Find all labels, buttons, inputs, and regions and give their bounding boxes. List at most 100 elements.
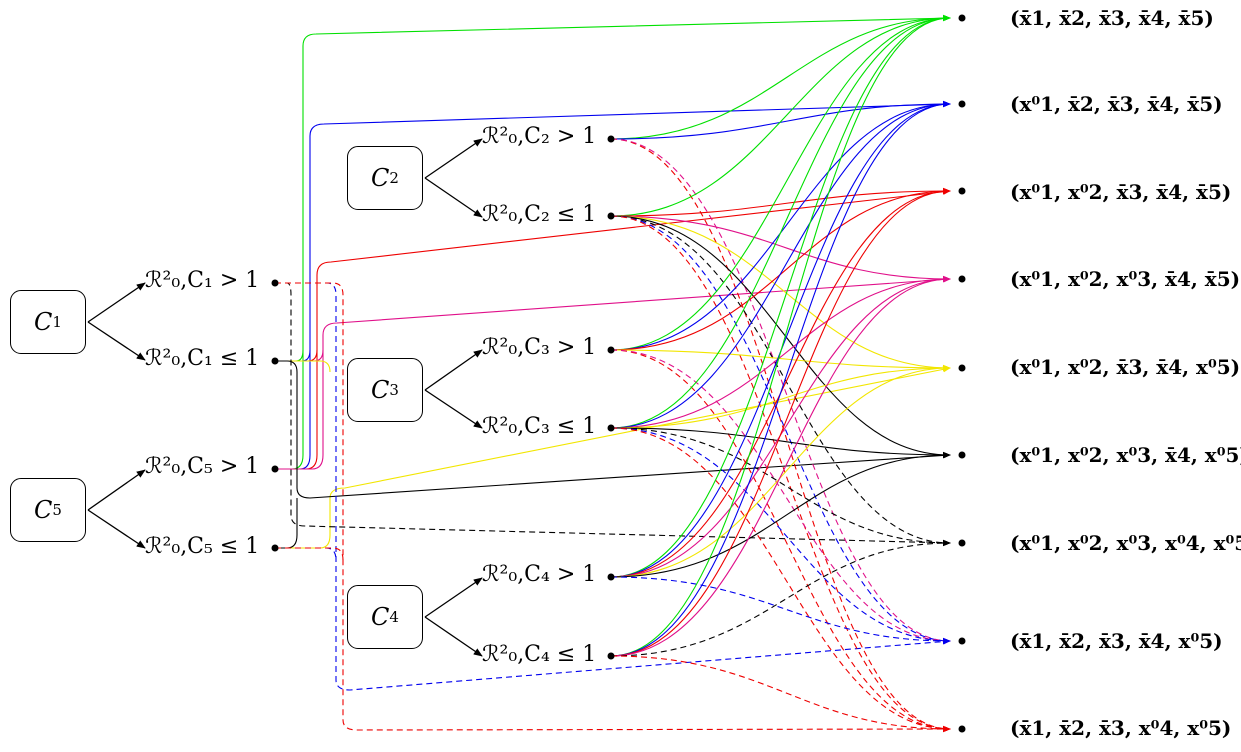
condition-c3-gt: ℛ²₀,C₃ > 1 [482,335,597,360]
edge-c2le-3 [610,215,951,283]
branch-arrow-c2-gt [424,138,483,179]
edge-c2le-6 [610,215,951,547]
state-0: (x̄1, x̄2, x̄3, x̄4, x̄5) [1010,6,1214,30]
source-dot-c3gt [607,346,615,354]
edge-c4le-6 [610,539,951,657]
source-dot-c4gt [607,573,615,581]
compartment-c1-index: 1 [52,313,62,331]
condition-c2-gt: ℛ²₀,C₂ > 1 [482,124,597,149]
source-dot-c1le [271,357,279,365]
edge-yellow-c5 [275,366,951,549]
state-6: (x⁰1, x⁰2, x⁰3, x⁰4, x⁰5) [1010,531,1241,555]
state-4: (x⁰1, x⁰2, x̄3, x̄4, x⁰5) [1010,355,1241,379]
edge-c3gt-1 [610,100,951,351]
compartment-c4-index: 4 [389,608,399,626]
edge-c3le-8 [610,427,951,733]
edge-green-c5 [275,15,951,470]
target-dot-5 [958,451,966,459]
branch-arrow-c1-le [87,321,146,361]
edge-c4gt-2 [610,187,951,578]
compartment-c1-label: C [34,308,53,336]
edge-blue-dashed-c1 [275,282,951,691]
edge-c2le-2 [610,187,951,217]
edge-blue-c5 [275,101,951,470]
edge-black-dashed-c1 [275,282,951,546]
target-dot-6 [958,539,966,547]
edge-c3gt-7 [610,349,951,645]
edge-red-c5 [275,188,951,470]
compartment-c5-index: 5 [52,501,62,519]
branch-arrow-c1-gt [87,282,146,323]
edge-magenta-c5 [275,276,951,470]
state-5: (x⁰1, x⁰2, x⁰3, x̄4, x⁰5) [1010,443,1241,467]
compartment-c3-index: 3 [389,381,399,399]
branch-arrow-c4-le [424,616,483,657]
condition-c2-le: ℛ²₀,C₂ ≤ 1 [482,202,597,227]
source-dot-c1gt [271,279,279,287]
target-dot-7 [958,637,966,645]
edge-blue-c1 [275,349,311,362]
edge-c3le-4 [610,364,951,429]
state-2: (x⁰1, x⁰2, x̄3, x̄4, x̄5) [1010,180,1232,204]
edge-c2gt-0 [610,14,951,140]
state-3: (x⁰1, x⁰2, x⁰3, x̄4, x̄5) [1010,267,1241,291]
condition-c3-le: ℛ²₀,C₃ ≤ 1 [482,414,597,439]
edge-green-c1 [275,349,304,362]
edge-red-dashed-c5 [275,547,344,561]
source-dot-c5gt [271,465,279,473]
edge-c4le-2 [610,187,951,657]
branch-arrow-c5-le [87,509,146,549]
target-dot-1 [958,100,966,108]
edge-c2le-4 [610,215,951,372]
edge-c3gt-4 [610,349,951,372]
edge-c2le-0 [610,14,951,217]
state-1: (x⁰1, x̄2, x̄3, x̄4, x̄5) [1010,92,1223,116]
target-dot-4 [958,364,966,372]
edge-red-dashed-c1 [275,282,951,733]
condition-c4-le: ℛ²₀,C₄ ≤ 1 [482,642,597,667]
edge-c4gt-4 [610,364,951,578]
branch-arrow-c5-gt [87,469,146,511]
condition-c1-gt: ℛ²₀,C₁ > 1 [145,268,260,293]
condition-c4-gt: ℛ²₀,C₄ > 1 [482,562,597,587]
edge-c3le-3 [610,275,951,429]
condition-c1-le: ℛ²₀,C₁ ≤ 1 [145,346,260,371]
edge-c2gt-7 [610,138,951,645]
edge-blue-dashed-c5 [275,547,337,561]
condition-c5-le: ℛ²₀,C₅ ≤ 1 [145,534,260,559]
state-8: (x̄1, x̄2, x̄3, x⁰4, x⁰5) [1010,716,1232,740]
condition-c5-gt: ℛ²₀,C₅ > 1 [145,454,260,479]
source-dot-c4le [607,652,615,660]
target-dot-8 [958,725,966,733]
branch-arrow-c2-le [424,177,483,218]
edge-c3le-5 [610,427,951,459]
edge-c4gt-0 [610,14,951,578]
edge-c4le-8 [610,655,951,733]
target-dot-2 [958,187,966,195]
edge-c4gt-3 [610,275,951,578]
edge-c3le-0 [610,14,951,429]
edge-c3le-1 [610,100,951,429]
target-dot-3 [958,275,966,283]
edge-c3le-7 [610,427,951,645]
edge-c3le-6 [610,427,951,547]
edge-c4gt-1 [610,100,951,578]
source-dot-c2le [607,212,615,220]
edge-c3gt-0 [610,14,951,351]
edge-red-c1 [275,349,318,362]
branch-arrow-c3-le [424,389,483,429]
edge-c4le-1 [610,100,951,657]
compartment-c2-index: 2 [389,169,399,187]
branch-arrow-c3-gt [424,349,483,391]
edge-c2gt-1 [610,100,951,140]
edge-c2gt-8 [610,138,951,733]
edge-c3gt-8 [610,349,951,733]
compartment-c5-label: C [34,496,53,524]
source-dot-c5le [271,544,279,552]
